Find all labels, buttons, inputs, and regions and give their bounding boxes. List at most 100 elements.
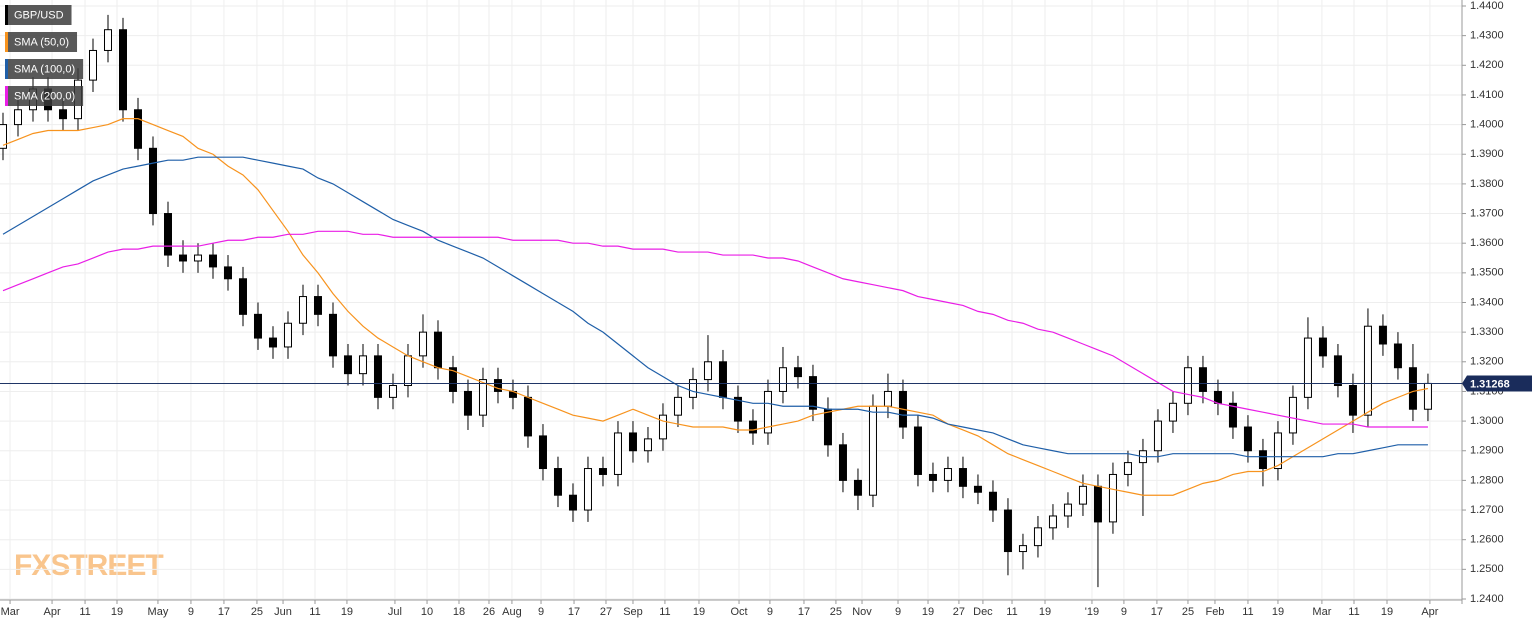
y-tick-label: 1.3900 xyxy=(1470,148,1504,160)
candle-body xyxy=(148,147,157,215)
candle-body xyxy=(1108,473,1117,523)
legend-swatch xyxy=(5,5,8,25)
x-tick-label: Apr xyxy=(43,606,60,618)
candle-body xyxy=(988,491,997,511)
candle-body xyxy=(808,376,817,410)
x-tick-label: 17 xyxy=(798,606,810,618)
y-tick-label: 1.2400 xyxy=(1470,593,1504,605)
x-tick-label: 9 xyxy=(538,606,544,618)
x-tick-label: 19 xyxy=(111,606,123,618)
x-tick-label: Apr xyxy=(1421,606,1438,618)
candle-body xyxy=(553,468,562,496)
candle-body xyxy=(1243,426,1252,452)
y-tick-label: 1.3300 xyxy=(1470,326,1504,338)
candle-body xyxy=(958,468,967,487)
candle-body xyxy=(103,29,112,51)
candle-body xyxy=(223,266,232,280)
candle-body xyxy=(193,254,202,262)
candle-body xyxy=(763,390,772,434)
legend-swatch xyxy=(5,32,8,52)
x-tick-label: 9 xyxy=(1121,606,1127,618)
candle-body xyxy=(868,405,877,496)
x-tick-label: 11 xyxy=(309,606,320,618)
candle-body xyxy=(313,296,322,315)
candle-body xyxy=(628,432,637,452)
legend-label: SMA (100,0) xyxy=(14,63,75,75)
candle-body xyxy=(1003,509,1012,553)
x-tick-label: Dec xyxy=(973,606,993,618)
candle-body xyxy=(733,396,742,422)
y-tick-label: 1.4000 xyxy=(1470,118,1504,130)
sma-line xyxy=(2,156,1428,458)
x-tick-label: 19 xyxy=(1039,606,1051,618)
candle-body xyxy=(463,390,472,416)
x-tick-label: Mar xyxy=(1,606,20,618)
candle-body xyxy=(1393,343,1402,369)
legend-label: SMA (200,0) xyxy=(14,90,75,102)
last-price-label: 1.31268 xyxy=(1470,378,1510,390)
candle-body xyxy=(883,390,892,407)
candle-body xyxy=(913,426,922,475)
candle-body xyxy=(1318,337,1327,357)
candle-body xyxy=(493,379,502,392)
candle-body xyxy=(403,355,412,387)
y-tick-label: 1.4200 xyxy=(1470,59,1504,71)
candle-body xyxy=(0,124,7,149)
x-tick-label: 19 xyxy=(1272,606,1284,618)
candle-body xyxy=(1153,420,1162,452)
candle-body xyxy=(1423,382,1432,410)
candle-body xyxy=(298,296,307,324)
candle-body xyxy=(1213,390,1222,404)
x-tick-label: 9 xyxy=(188,606,194,618)
y-tick-label: 1.3600 xyxy=(1470,237,1504,249)
candle-body xyxy=(838,444,847,481)
legend-entry: SMA (200,0) xyxy=(5,86,84,106)
legend-box xyxy=(5,59,84,79)
candle-body xyxy=(1378,325,1387,345)
x-tick-label: Sep xyxy=(623,606,643,618)
x-tick-label: 26 xyxy=(483,606,495,618)
x-tick-label: 25 xyxy=(251,606,263,618)
candle-body xyxy=(1168,402,1177,422)
candle-body xyxy=(1273,432,1282,470)
legend-label: GBP/USD xyxy=(14,9,64,21)
candle-body xyxy=(928,473,937,481)
candle-body xyxy=(598,468,607,475)
candle-body xyxy=(418,331,427,357)
legend-box xyxy=(5,5,72,25)
legend-entry: SMA (100,0) xyxy=(5,59,84,79)
candle-body xyxy=(1063,503,1072,517)
candle-body xyxy=(208,254,217,268)
candle-body xyxy=(343,355,352,375)
y-tick-label: 1.2500 xyxy=(1470,563,1504,575)
candle-body xyxy=(673,396,682,416)
candle-body xyxy=(1198,367,1207,392)
candle-body xyxy=(943,468,952,481)
x-tick-label: 10 xyxy=(421,606,433,618)
candle-body xyxy=(133,109,142,149)
candle-body xyxy=(1123,462,1132,475)
x-tick-label: Feb xyxy=(1205,606,1224,618)
candle-body xyxy=(1228,402,1237,428)
y-tick-label: 1.2800 xyxy=(1470,474,1504,486)
candle-body xyxy=(718,361,727,398)
candle-body xyxy=(823,408,832,446)
candle-body xyxy=(658,414,667,440)
candle-body xyxy=(373,355,382,398)
x-tick-label: 11 xyxy=(1348,606,1359,618)
x-tick-label: 17 xyxy=(568,606,580,618)
candle-body xyxy=(1033,527,1042,547)
x-tick-label: Oct xyxy=(730,606,747,618)
candle-body xyxy=(1408,367,1417,410)
candle-body xyxy=(163,213,172,256)
x-tick-label: 11 xyxy=(1242,606,1253,618)
candle-body xyxy=(583,468,592,511)
x-tick-label: May xyxy=(148,606,169,618)
candle-body xyxy=(238,278,247,315)
y-tick-label: 1.3000 xyxy=(1470,415,1504,427)
x-tick-label: 19 xyxy=(341,606,353,618)
y-tick-label: 1.3200 xyxy=(1470,356,1504,368)
legend-box xyxy=(5,86,84,106)
